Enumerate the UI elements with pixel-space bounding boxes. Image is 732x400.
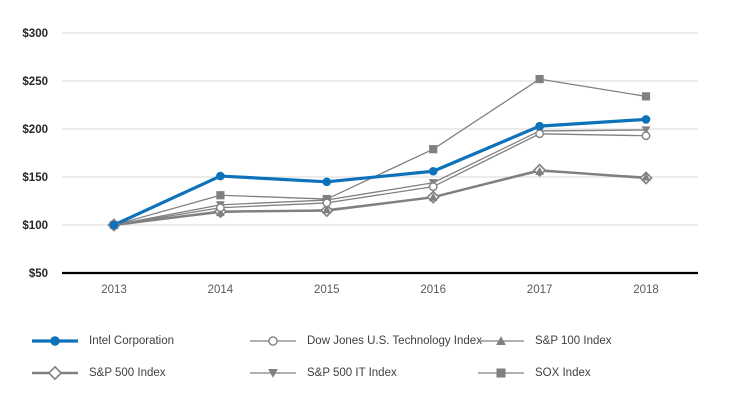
legend-label: S&P 100 Index: [535, 335, 612, 347]
data-point-marker: [322, 205, 332, 214]
series-line-intel-corporation: [112, 117, 648, 227]
x-tick-label: 2016: [420, 284, 446, 296]
legend-marker-triangle-up-icon: [478, 336, 524, 345]
legend-item-s-p-500-it-index: S&P 500 IT Index: [250, 365, 397, 381]
legend-marker-diamond-open-icon: [32, 365, 78, 381]
series-line-sox-index: [113, 78, 647, 226]
legend-label: Intel Corporation: [89, 335, 175, 347]
legend-label: S&P 500 IT Index: [307, 367, 397, 379]
data-point-marker: [216, 171, 225, 181]
series-line-s-p-500-index: [112, 169, 648, 227]
x-tick-label: 2018: [633, 284, 659, 296]
series-line-s-p-500-it-index: [113, 129, 647, 226]
legend-label: Dow Jones U.S. Technology Index: [307, 335, 482, 347]
data-point-marker: [428, 192, 438, 201]
legend-marker-circle-filled-icon: [32, 336, 78, 346]
data-point-marker: [496, 336, 506, 345]
legend-item-s-p-500-index: S&P 500 Index: [32, 365, 166, 381]
data-point-marker: [47, 365, 63, 381]
y-tick-label: $50: [29, 268, 48, 280]
data-point-marker: [641, 131, 651, 141]
x-axis-tick-labels: 2013 2014 2015 2016 2017 2018: [101, 284, 659, 296]
data-point-marker: [268, 336, 278, 346]
data-point-marker: [641, 115, 651, 124]
legend-label: SOX Index: [535, 367, 591, 379]
y-tick-label: $150: [22, 172, 48, 184]
legend-marker-triangle-down-icon: [250, 369, 296, 378]
legend-label: S&P 500 Index: [89, 367, 166, 379]
x-tick-label: 2017: [527, 284, 553, 296]
data-point-marker: [322, 198, 332, 208]
data-point-marker: [322, 177, 332, 187]
series-lines: [112, 78, 648, 227]
data-point-marker: [535, 121, 544, 131]
series-line-s-p-100-index: [113, 170, 647, 226]
x-tick-label: 2015: [314, 284, 340, 296]
y-tick-label: $100: [22, 220, 48, 232]
data-point-marker: [428, 166, 438, 176]
data-point-marker: [216, 191, 225, 200]
data-point-marker: [428, 182, 438, 192]
legend-marker-circle-open-icon: [250, 336, 296, 346]
y-tick-label: $250: [22, 76, 48, 88]
series-markers: [107, 74, 653, 232]
data-point-marker: [268, 369, 278, 378]
legend-marker-square-filled-icon: [478, 368, 524, 378]
y-axis-tick-labels: $300 $250 $200 $150 $100 $50: [22, 28, 48, 280]
data-point-marker: [535, 166, 544, 175]
data-point-marker: [429, 145, 438, 154]
x-tick-label: 2013: [101, 284, 127, 296]
data-point-marker: [641, 172, 651, 181]
data-point-marker: [215, 203, 225, 213]
series-line-dow-jones-u-s-technology-index: [113, 133, 647, 226]
data-point-marker: [496, 368, 506, 378]
data-point-marker: [535, 74, 544, 84]
x-tick-label: 2014: [208, 284, 234, 296]
data-point-marker: [50, 336, 60, 346]
performance-line-chart: $300 $250 $200 $150 $100 $50 2013 2014 2015 2016…: [22, 28, 698, 296]
data-point-marker: [641, 126, 651, 135]
legend-item-s-p-100-index: S&P 100 Index: [478, 333, 612, 349]
legend-item-dow-jones-u-s-technology-index: Dow Jones U.S. Technology Index: [250, 333, 482, 349]
legend-item-sox-index: SOX Index: [478, 365, 591, 381]
y-tick-label: $200: [22, 124, 48, 136]
chart-legend: Intel Corporation Dow Jones U.S. Technolo…: [0, 310, 732, 400]
y-tick-label: $300: [22, 28, 48, 40]
legend-item-intel-corporation: Intel Corporation: [32, 333, 174, 349]
data-point-marker: [535, 129, 544, 139]
data-point-marker: [641, 92, 651, 101]
gridlines: [62, 32, 698, 226]
data-point-marker: [109, 220, 119, 230]
